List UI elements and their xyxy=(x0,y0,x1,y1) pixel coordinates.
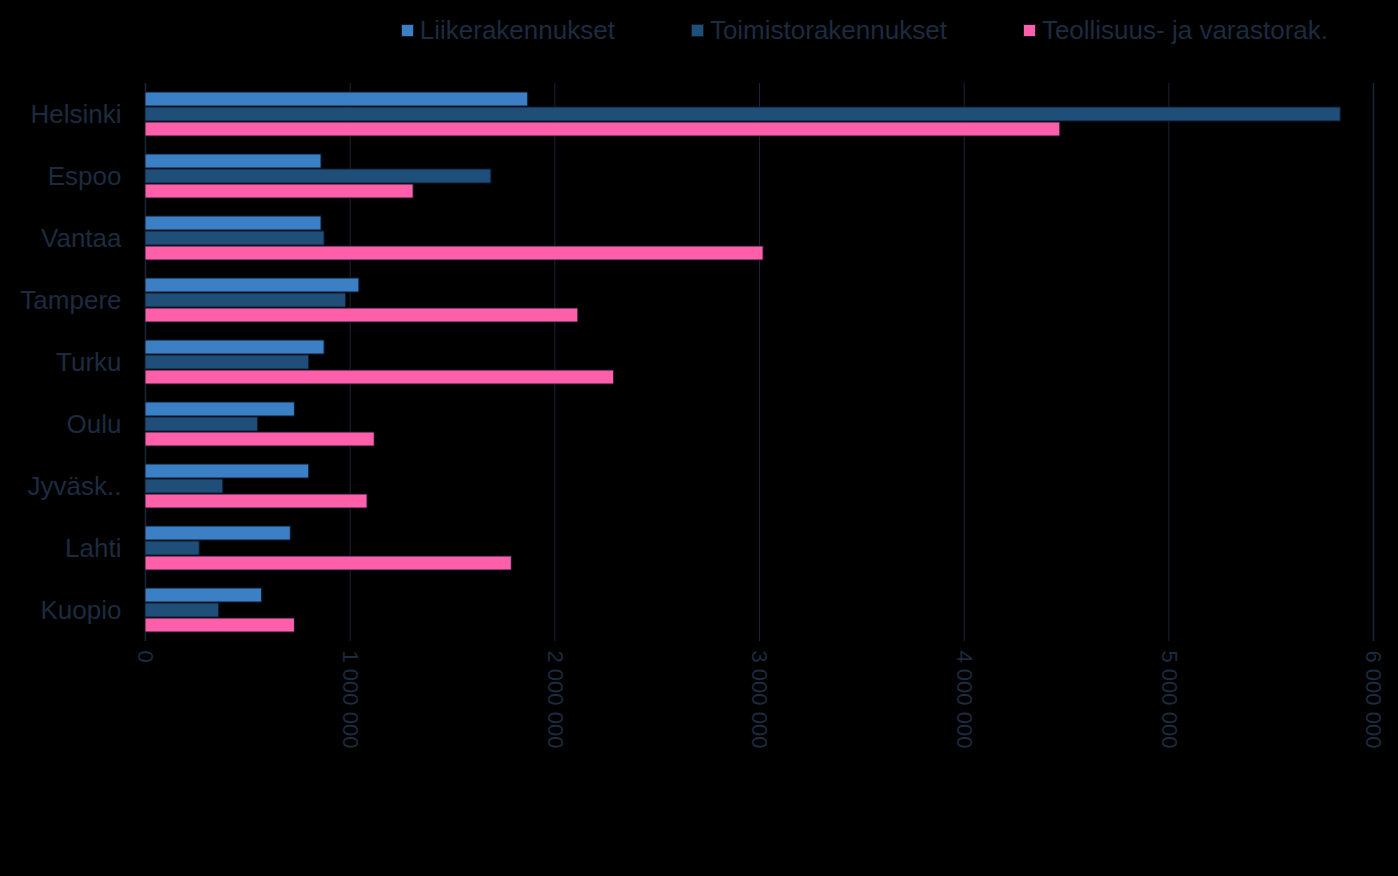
svg-text:Helsinki: Helsinki xyxy=(30,99,121,129)
svg-text:5 000 000: 5 000 000 xyxy=(1157,651,1182,749)
svg-text:0: 0 xyxy=(133,651,158,663)
svg-text:Tampere: Tampere xyxy=(20,285,121,315)
svg-text:Vantaa: Vantaa xyxy=(41,223,122,253)
svg-text:Kuopio: Kuopio xyxy=(41,595,122,625)
svg-text:1 000 000: 1 000 000 xyxy=(338,651,363,749)
svg-text:Jyväsk..: Jyväsk.. xyxy=(28,471,122,501)
svg-text:Oulu: Oulu xyxy=(67,409,122,439)
svg-text:3 000 000: 3 000 000 xyxy=(747,651,772,749)
html-text:Liikerakennukset: Liikerakennukset xyxy=(419,14,615,45)
html-text:Teollisuus- ja varastorak.: Teollisuus- ja varastorak. xyxy=(1041,14,1328,45)
html-text:Toimistorakennukset: Toimistorakennukset xyxy=(709,14,947,45)
svg-text:Turku: Turku xyxy=(56,347,122,377)
svg-text:6 000 000: 6 000 000 xyxy=(1361,651,1386,749)
svg-text:Lahti: Lahti xyxy=(65,533,121,563)
svg-text:2 000 000: 2 000 000 xyxy=(543,651,568,749)
svg-text:4 000 000: 4 000 000 xyxy=(952,651,977,749)
svg-text:Espoo: Espoo xyxy=(48,161,122,191)
